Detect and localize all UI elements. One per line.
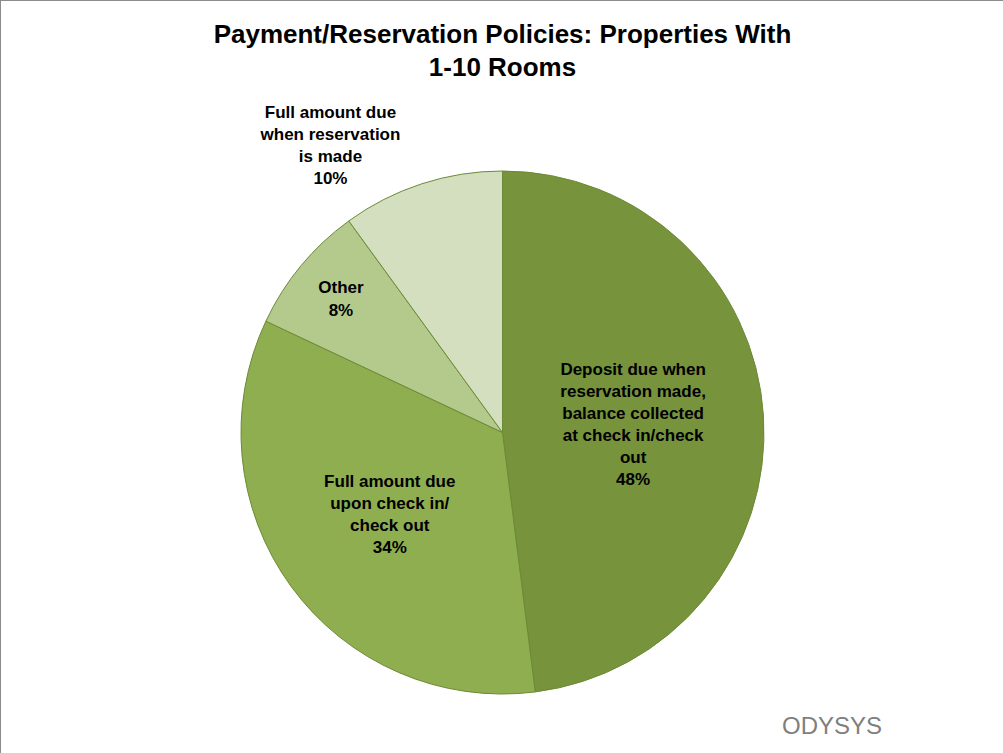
svg-text:Full amount dueupon check in/c: Full amount dueupon check in/check out34… — [324, 472, 455, 557]
svg-text:ODYSYS: ODYSYS — [782, 712, 882, 739]
svg-text:Deposit due whenreservation ma: Deposit due whenreservation made,balance… — [560, 360, 706, 490]
svg-text:Other8%: Other8% — [318, 278, 364, 319]
svg-text:Payment/Reservation Policies:: Payment/Reservation Policies: Properties… — [214, 19, 792, 83]
svg-text:Full amount duewhen reservatio: Full amount duewhen reservationis made10… — [260, 103, 401, 188]
